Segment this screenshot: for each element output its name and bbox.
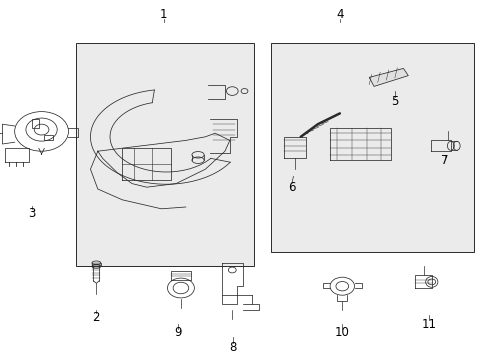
Text: 8: 8 bbox=[228, 341, 236, 354]
Text: 7: 7 bbox=[440, 154, 448, 167]
Bar bbox=[32, 119, 39, 128]
Text: 6: 6 bbox=[287, 181, 295, 194]
Bar bbox=[44, 135, 53, 140]
Text: 4: 4 bbox=[335, 8, 343, 21]
Text: 9: 9 bbox=[174, 327, 182, 339]
Text: 2: 2 bbox=[92, 311, 100, 324]
Bar bbox=[271, 43, 473, 252]
Text: 11: 11 bbox=[421, 318, 436, 330]
Text: 10: 10 bbox=[334, 327, 349, 339]
Polygon shape bbox=[368, 68, 407, 86]
Text: 1: 1 bbox=[160, 8, 167, 21]
Text: 3: 3 bbox=[28, 207, 36, 220]
Bar bbox=[76, 43, 254, 266]
Text: 5: 5 bbox=[390, 95, 398, 108]
